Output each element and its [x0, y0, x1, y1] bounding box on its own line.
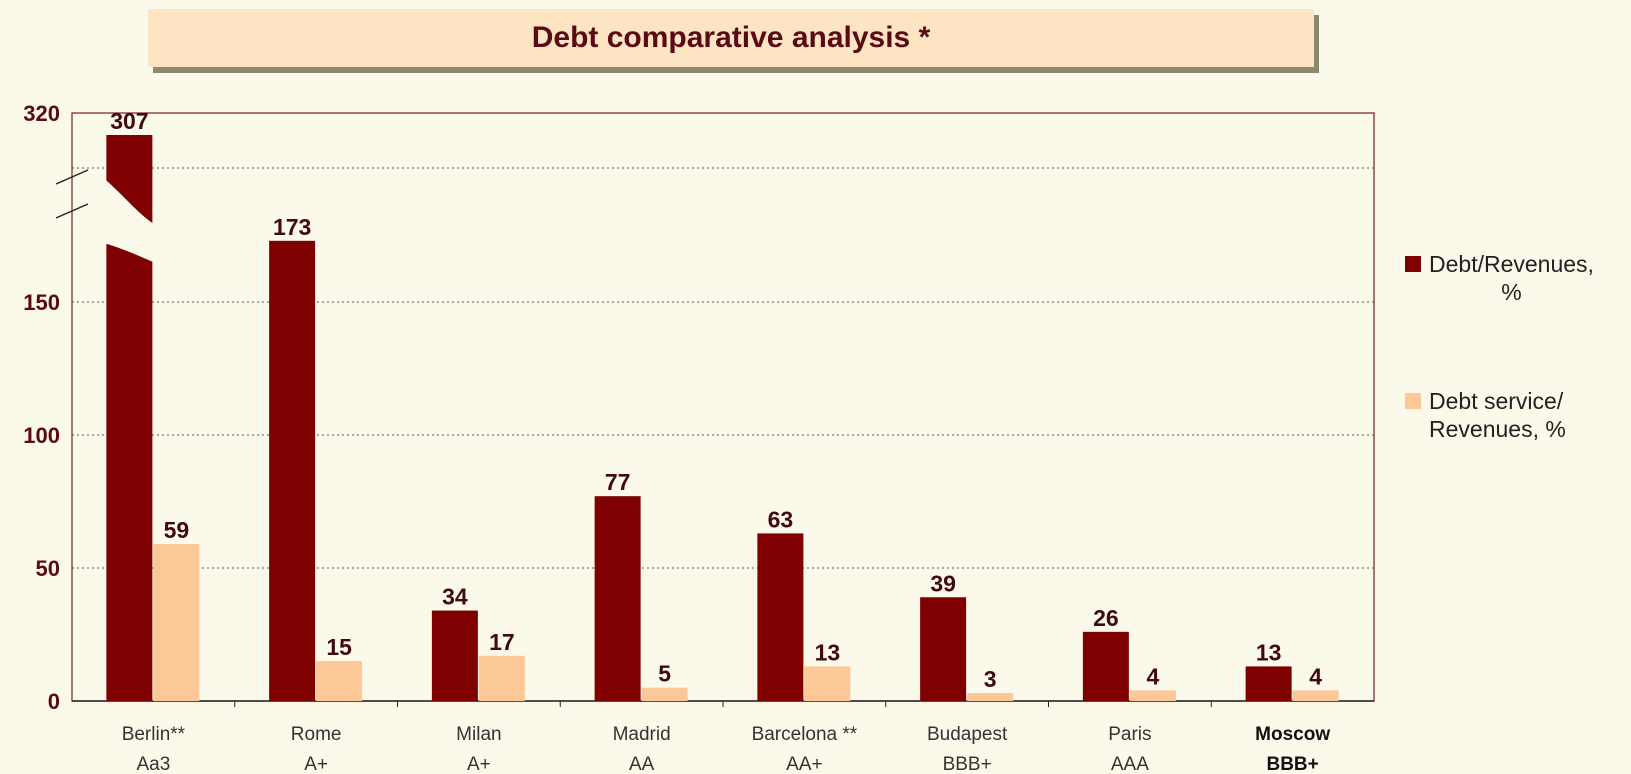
- bar-debt-service: [153, 544, 200, 701]
- data-label-debt-service: 5: [658, 661, 671, 687]
- axis-break-mark-bottom: [55, 203, 89, 219]
- x-category-rating: BBB+: [1266, 754, 1318, 774]
- axis-break-mark-top: [55, 169, 89, 185]
- chart-title-box: Debt comparative analysis *: [148, 9, 1314, 67]
- data-label-debt-revenues: 39: [930, 570, 956, 596]
- bar-debt-service: [316, 661, 363, 701]
- data-label-debt-service: 15: [326, 634, 352, 660]
- bar-debt-revenues: [431, 610, 478, 701]
- y-tick-label-0: 0: [48, 689, 60, 714]
- data-label-debt-revenues: 173: [273, 214, 311, 240]
- x-category-label: Madrid: [613, 724, 671, 745]
- bar-debt-revenues: [269, 240, 316, 701]
- bar-debt-service: [1292, 690, 1339, 701]
- bar-debt-service: [641, 687, 688, 701]
- bar-debt-revenues: [1082, 631, 1129, 701]
- data-label-debt-revenues: 307: [110, 108, 148, 134]
- x-category-label: Milan: [456, 724, 501, 745]
- bar-debt-revenues: [594, 496, 641, 701]
- data-label-debt-revenues: 26: [1093, 605, 1119, 631]
- legend-label-debt-revenues-line2: %: [1501, 279, 1522, 305]
- data-label-debt-service: 13: [815, 639, 841, 665]
- x-category-label: Berlin**: [122, 724, 186, 745]
- plot-area-border: [71, 112, 1375, 702]
- x-category-rating: AA+: [786, 754, 822, 774]
- y-tick-label-150: 150: [23, 290, 60, 315]
- data-label-debt-service: 3: [984, 666, 997, 692]
- legend-item-debt-revenues: Debt/Revenues, %: [1405, 250, 1594, 306]
- x-category-label: Barcelona **: [752, 724, 858, 745]
- bar-debt-service: [1129, 690, 1176, 701]
- data-label-debt-service: 4: [1309, 663, 1322, 689]
- data-label-debt-revenues: 13: [1256, 639, 1282, 665]
- bar-debt-service: [804, 666, 851, 701]
- bar-debt-service: [967, 693, 1014, 701]
- x-category-rating: BBB+: [943, 754, 992, 774]
- legend-label-debt-service-line2: Revenues, %: [1429, 416, 1566, 442]
- chart-title: Debt comparative analysis *: [531, 21, 931, 54]
- legend-label-debt-revenues-line1: Debt/Revenues,: [1429, 251, 1594, 277]
- x-category-rating: AA: [629, 754, 655, 774]
- x-category-label: Rome: [291, 724, 342, 745]
- x-category-label: Moscow: [1255, 724, 1330, 745]
- legend-swatch-debt-revenues: [1405, 256, 1421, 272]
- legend-item-debt-service: Debt service/ Revenues, %: [1405, 387, 1566, 443]
- data-label-debt-service: 4: [1146, 663, 1159, 689]
- legend-swatch-debt-service: [1405, 393, 1421, 409]
- data-label-debt-service: 17: [489, 629, 515, 655]
- x-category-label: Paris: [1108, 724, 1151, 745]
- axis-break-band: [100, 175, 178, 272]
- bar-debt-revenues: [920, 597, 967, 701]
- x-category-rating: Aa3: [136, 754, 170, 774]
- data-label-debt-revenues: 34: [442, 584, 468, 610]
- y-tick-label-50: 50: [36, 556, 60, 581]
- bar-debt-service: [478, 655, 525, 701]
- legend-label-debt-service-line1: Debt service/: [1429, 388, 1564, 414]
- x-category-rating: A+: [304, 754, 328, 774]
- bar-debt-revenues: [757, 533, 804, 701]
- x-category-rating: AAA: [1111, 754, 1149, 774]
- bar-debt-revenues: [1245, 666, 1292, 701]
- y-tick-label-100: 100: [23, 423, 60, 448]
- data-label-debt-service: 59: [164, 517, 190, 543]
- data-label-debt-revenues: 63: [768, 506, 794, 532]
- x-category-label: Budapest: [927, 724, 1008, 745]
- y-tick-label-320: 320: [23, 101, 60, 126]
- x-category-rating: A+: [467, 754, 491, 774]
- data-label-debt-revenues: 77: [605, 469, 631, 495]
